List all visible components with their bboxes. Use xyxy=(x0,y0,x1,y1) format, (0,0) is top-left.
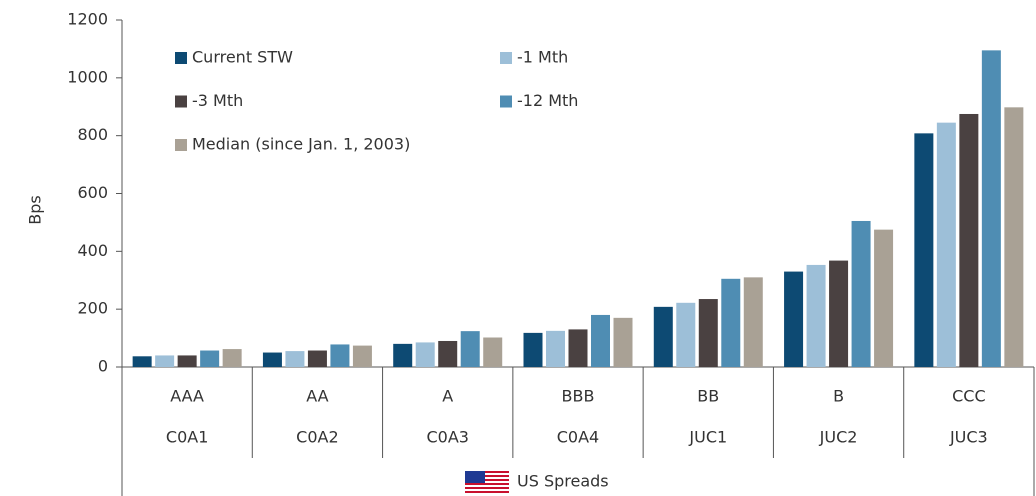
bar xyxy=(613,317,633,367)
legend-swatch xyxy=(175,139,187,151)
y-tick-label: 600 xyxy=(77,183,108,202)
y-tick-label: 1200 xyxy=(67,10,108,29)
x-subcategory-label: C0A2 xyxy=(296,428,338,447)
bar xyxy=(653,306,673,367)
x-tick-label: B xyxy=(833,387,844,406)
x-tick-label: AA xyxy=(306,387,328,406)
bar xyxy=(483,337,503,367)
legend-swatch xyxy=(175,52,187,64)
legend-label: -12 Mth xyxy=(517,91,578,110)
bar xyxy=(568,329,588,367)
bar xyxy=(307,350,327,367)
y-tick-label: 800 xyxy=(77,125,108,144)
bar xyxy=(806,264,826,367)
x-subcategory-label: JUC3 xyxy=(949,428,988,447)
bar xyxy=(393,343,413,367)
legend-label: -1 Mth xyxy=(517,48,568,67)
x-subcategory-label: C0A4 xyxy=(557,428,599,447)
bar xyxy=(438,340,458,367)
bar xyxy=(155,355,175,367)
bar xyxy=(851,220,871,367)
bar xyxy=(829,260,849,367)
y-axis-label: Bps xyxy=(26,195,45,224)
bar xyxy=(546,330,565,367)
bar xyxy=(415,342,435,367)
bar xyxy=(721,278,741,367)
x-subcategory-label: C0A1 xyxy=(166,428,208,447)
us-flag xyxy=(465,471,509,493)
legend-swatch xyxy=(500,52,512,64)
bar xyxy=(743,277,763,367)
x-subcategory-label: JUC2 xyxy=(819,428,858,447)
bar xyxy=(784,271,804,367)
y-tick-label: 0 xyxy=(98,357,108,376)
x-tick-label: CCC xyxy=(952,387,986,406)
bar xyxy=(914,133,934,367)
bar xyxy=(936,122,956,367)
bar xyxy=(222,349,242,367)
legend-swatch xyxy=(175,95,187,108)
bar xyxy=(262,352,282,367)
bar xyxy=(1004,107,1024,367)
legend-label: -3 Mth xyxy=(192,91,243,110)
bar xyxy=(981,50,1001,368)
legend-label: Median (since Jan. 1, 2003) xyxy=(192,135,410,154)
bar xyxy=(330,344,350,367)
bar xyxy=(676,302,696,367)
bar xyxy=(460,331,480,367)
y-tick-label: 1000 xyxy=(67,67,108,86)
y-tick-label: 400 xyxy=(77,241,108,260)
bar xyxy=(591,314,610,367)
legend-swatch xyxy=(500,95,512,108)
legend-label: Current STW xyxy=(192,48,293,67)
x-subcategory-label: C0A3 xyxy=(426,428,468,447)
bar xyxy=(285,351,305,367)
bar xyxy=(132,356,152,367)
bar xyxy=(698,299,718,367)
bar xyxy=(177,355,197,367)
bar xyxy=(959,113,979,368)
x-tick-label: BB xyxy=(697,387,719,406)
bar xyxy=(200,350,220,367)
y-tick-label: 200 xyxy=(77,299,108,318)
x-subcategory-label: JUC1 xyxy=(688,428,727,447)
x-tick-label: A xyxy=(442,387,453,406)
bar xyxy=(523,332,543,367)
bar xyxy=(874,229,894,367)
bar xyxy=(352,345,372,367)
x-tick-label: BBB xyxy=(562,387,595,406)
group-label: US Spreads xyxy=(517,472,609,491)
x-tick-label: AAA xyxy=(170,387,204,406)
